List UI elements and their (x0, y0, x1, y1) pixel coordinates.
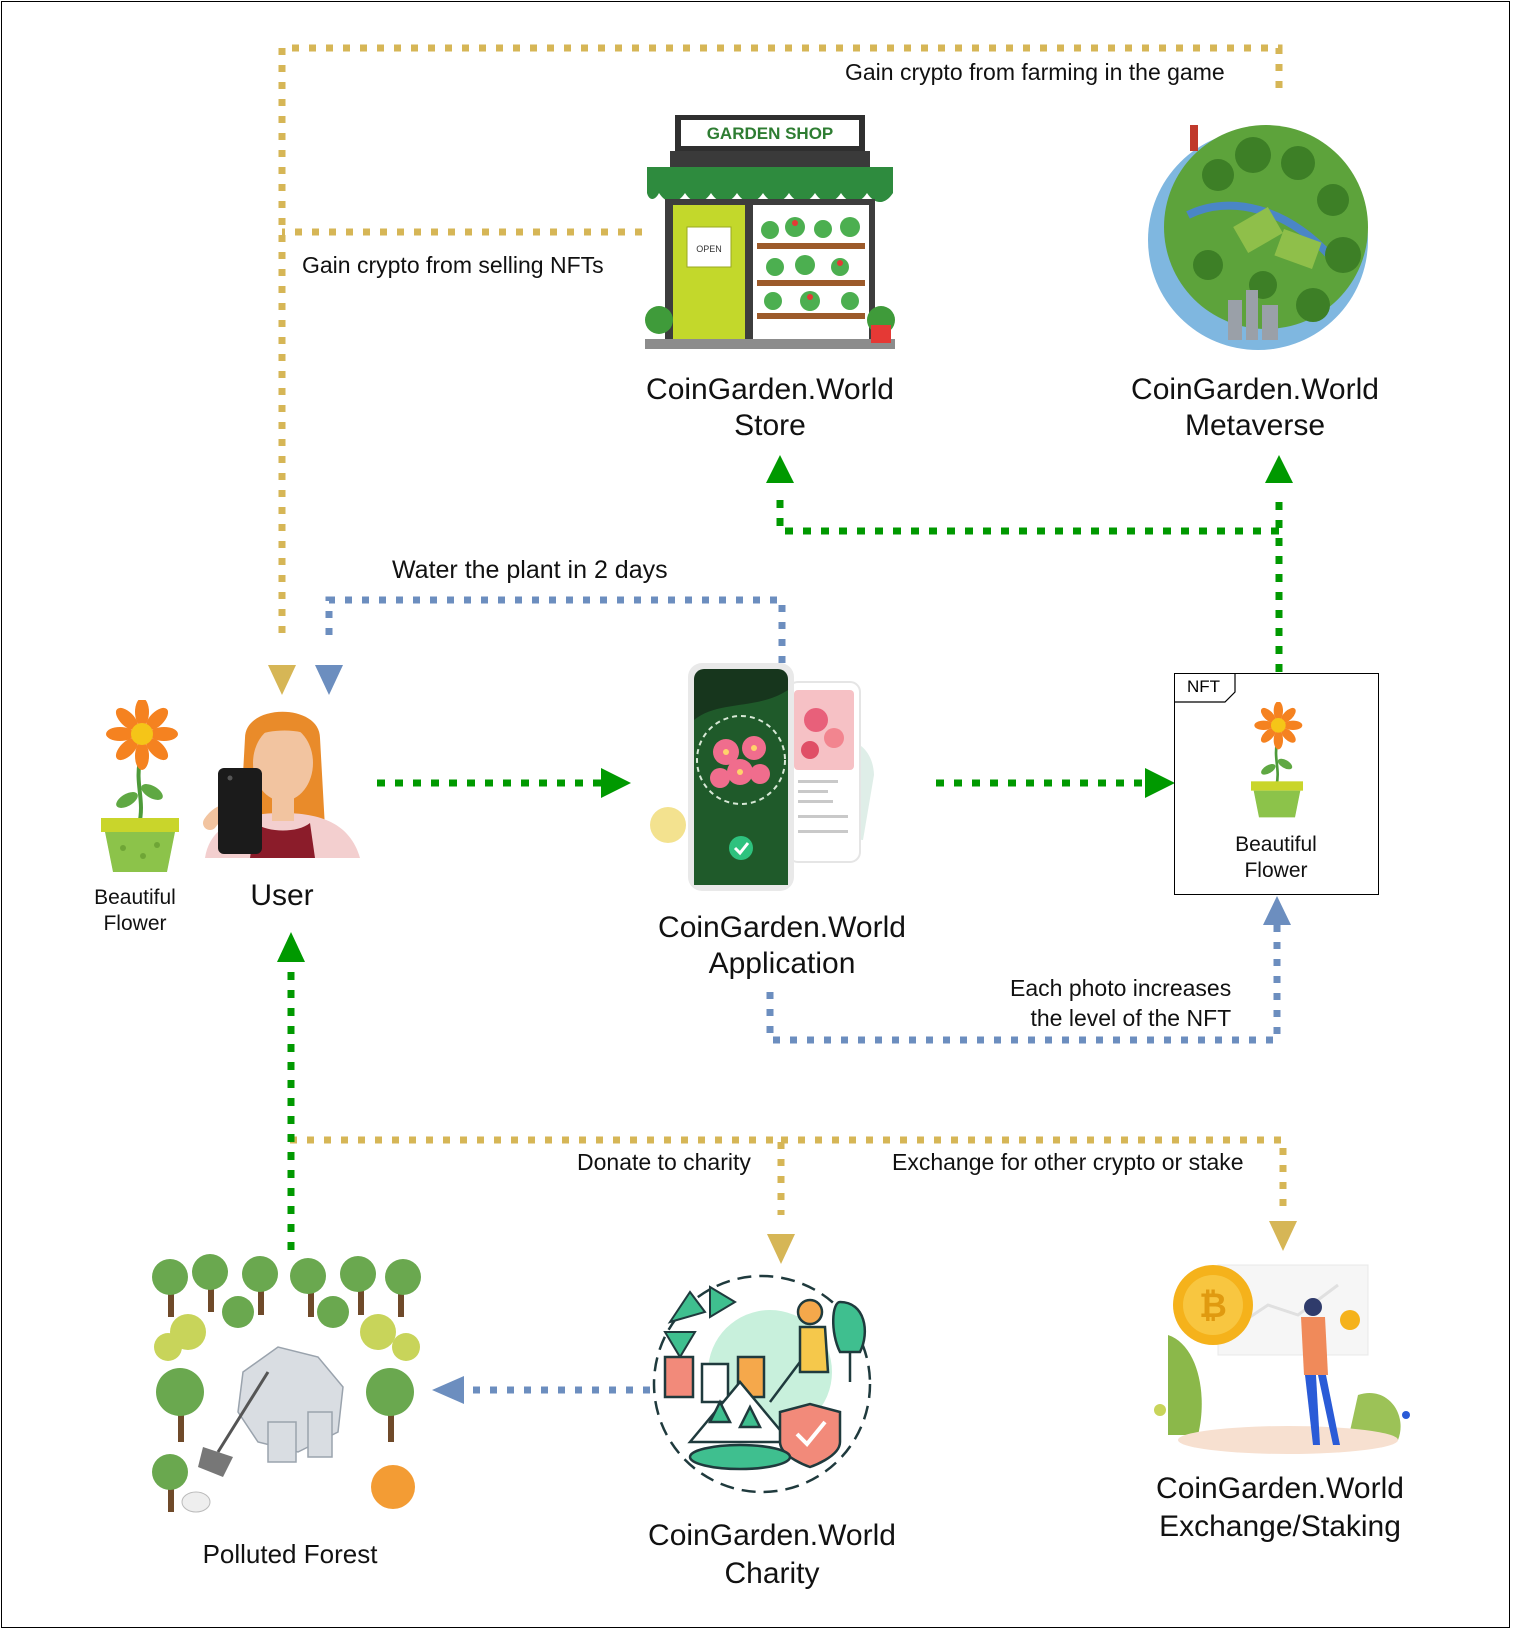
door-sign-text: OPEN (696, 244, 722, 254)
arrowhead-user-blue (315, 665, 343, 695)
metaverse-globe-icon (1148, 125, 1368, 350)
user-avatar (203, 711, 360, 858)
user-label: User (250, 879, 314, 912)
edge-nft-store (776, 498, 1279, 535)
arrowhead-store (766, 455, 794, 483)
arrowhead-exchange (1269, 1221, 1297, 1251)
shop-sign-text: GARDEN SHOP (707, 124, 834, 143)
edge-label-photo: Each photo increases the level of the NF… (1010, 975, 1232, 1031)
application-label: CoinGarden.World Application (658, 911, 906, 980)
svg-text:₿: ₿ (1199, 1287, 1227, 1325)
edge-water (325, 596, 786, 663)
arrowhead-nft-blue (1263, 896, 1291, 925)
exchange-label: CoinGarden.World Exchange/Staking (1156, 1472, 1404, 1543)
arrowhead-metaverse (1265, 455, 1293, 483)
edge-photo (766, 925, 1281, 1044)
garden-shop-icon: GARDEN SHOP OPEN (645, 115, 895, 349)
charity-icon (652, 1274, 872, 1494)
store-label: CoinGarden.World Store (646, 373, 894, 442)
nft-tag: NFT (1187, 677, 1221, 696)
flower-pot-icon (101, 700, 179, 872)
arrowhead-forest (432, 1376, 464, 1404)
polluted-forest-icon (152, 1254, 421, 1513)
forest-label: Polluted Forest (202, 1539, 378, 1569)
nft-label: Beautiful Flower (1235, 833, 1317, 882)
metaverse-label: CoinGarden.World Metaverse (1131, 373, 1379, 442)
edge-farming (278, 44, 1283, 640)
green-connectors (287, 498, 1283, 1250)
arrowhead-nft (1145, 768, 1175, 798)
nft-box: NFT Beautiful Flower (1174, 673, 1379, 895)
arrowhead-charity (767, 1234, 795, 1264)
user-flower-label: Beautiful Flower (94, 886, 176, 935)
gold-connectors (278, 44, 1287, 1215)
arrowhead-user-green (277, 932, 305, 962)
arrowhead-user-gold (268, 665, 296, 695)
edge-label-exchange: Exchange for other crypto or stake (892, 1149, 1244, 1175)
edge-label-water: Water the plant in 2 days (392, 556, 668, 584)
nft-flower-icon (1251, 702, 1303, 818)
blue-connectors (325, 596, 1281, 1394)
edge-label-selling: Gain crypto from selling NFTs (302, 252, 604, 278)
edge-label-donate: Donate to charity (577, 1149, 751, 1175)
charity-label: CoinGarden.World Charity (648, 1519, 896, 1590)
edge-label-farming: Gain crypto from farming in the game (845, 59, 1225, 85)
arrowhead-app (601, 768, 631, 798)
nft-tag-shape (1175, 674, 1236, 703)
exchange-staking-icon: ₿ (1154, 1264, 1410, 1454)
app-phone-icon (650, 663, 874, 891)
